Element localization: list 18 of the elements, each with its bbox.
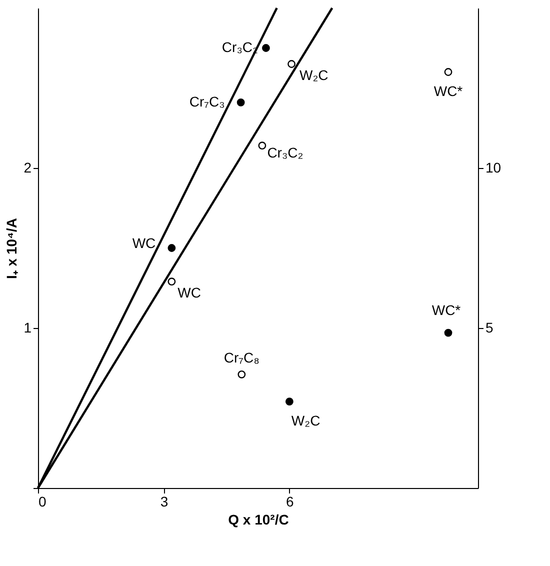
annotation: W₂C — [300, 67, 328, 83]
annotation: Cr₃C₂ — [267, 144, 304, 161]
y2-tick-label: 5 — [486, 320, 494, 336]
x-tick-label: 0 — [38, 494, 46, 510]
y2-tick-label: 10 — [486, 160, 502, 176]
annotation: WC* — [434, 83, 464, 99]
x-axis-title: Q x 10²/C — [228, 512, 289, 528]
annotation: WC — [178, 284, 202, 301]
annotation: Cr₇C₈ — [224, 349, 260, 366]
y-tick-label: 1 — [24, 320, 32, 336]
x-tick-label: 3 — [160, 494, 168, 510]
annotation: WC* — [432, 302, 462, 318]
y-tick-label: 2 — [24, 160, 32, 176]
annotation: W₂C — [291, 412, 320, 429]
annotation: WC — [132, 235, 156, 251]
y-axis-title: I₊ x 10⁴/A — [4, 218, 20, 279]
annotation: Cr₇C₃ — [189, 93, 225, 110]
x-tick-label: 6 — [286, 494, 294, 510]
